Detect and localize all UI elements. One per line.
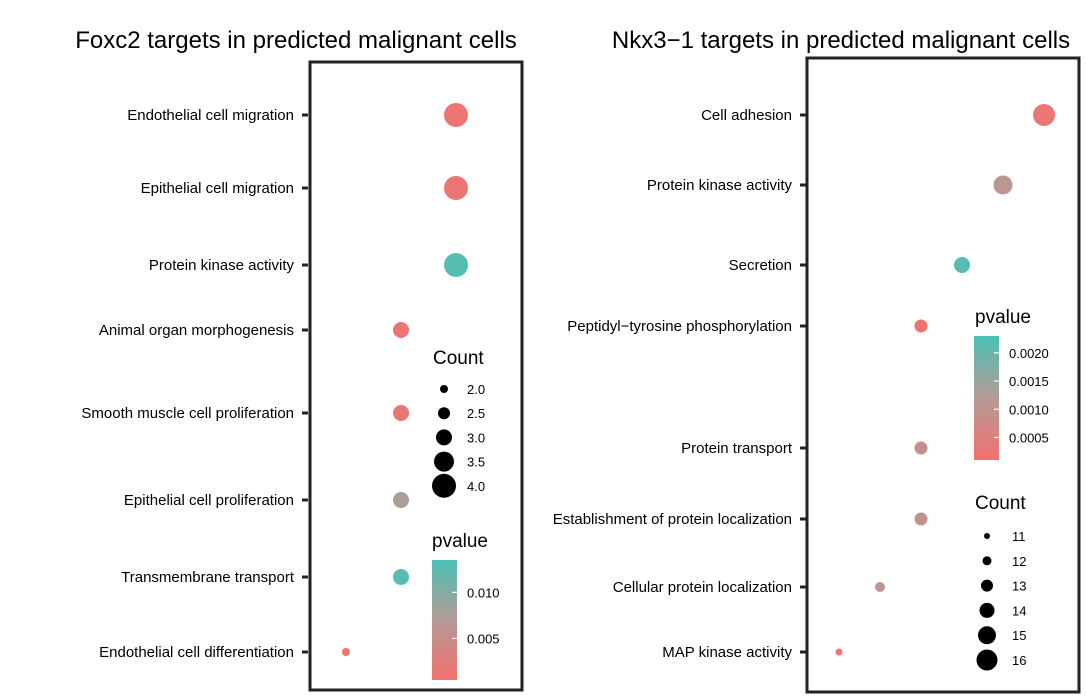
count-legend-dot — [979, 602, 995, 618]
term-label: Protein kinase activity — [647, 177, 793, 194]
count-legend-label: 3.5 — [467, 455, 485, 470]
y-axis-ticks — [800, 113, 806, 654]
pvalue-legend-label: 0.0010 — [1009, 402, 1049, 417]
data-point — [914, 512, 928, 526]
plot-frame — [805, 56, 1081, 694]
term-label: Cell adhesion — [701, 107, 792, 124]
count-legend-title: Count — [975, 493, 1026, 514]
data-point — [835, 648, 843, 656]
pvalue-legend: pvalue 0.0020 0.0015 0.0010 0.0005 — [974, 307, 1049, 460]
pvalue-legend: pvalue 0.010 0.005 — [432, 531, 500, 680]
data-point — [444, 253, 468, 277]
count-legend-dot — [982, 556, 992, 566]
term-label: Epithelial cell migration — [141, 180, 294, 197]
term-labels: Endothelial cell migration Epithelial cel… — [81, 107, 294, 661]
count-legend-dot — [976, 649, 998, 671]
chart-title: Foxc2 targets in predicted malignant cel… — [75, 27, 517, 54]
data-point — [993, 175, 1013, 195]
term-label: Smooth muscle cell proliferation — [81, 405, 294, 422]
term-label: Transmembrane transport — [121, 569, 295, 586]
pvalue-legend-title: pvalue — [432, 531, 488, 552]
pvalue-legend-label: 0.005 — [467, 631, 500, 646]
count-legend-label: 3.0 — [467, 430, 485, 445]
term-label: Protein kinase activity — [149, 257, 295, 274]
data-point — [914, 441, 928, 455]
count-legend-dot — [440, 385, 448, 393]
data-point — [444, 176, 468, 200]
count-legend-label: 13 — [1012, 579, 1026, 594]
data-point — [954, 257, 970, 273]
data-points — [342, 103, 468, 656]
term-label: Epithelial cell proliferation — [124, 492, 294, 509]
plot-frame — [308, 60, 524, 692]
count-legend-dot — [984, 533, 990, 539]
count-legend-label: 14 — [1012, 603, 1026, 618]
data-point — [444, 103, 468, 127]
term-label: MAP kinase activity — [662, 644, 792, 661]
count-legend-dot — [434, 451, 454, 472]
count-legend-dot — [438, 407, 450, 420]
pvalue-legend-label: 0.0020 — [1009, 346, 1049, 361]
term-label: Establishment of protein localization — [553, 511, 792, 528]
panel-foxc2: Foxc2 targets in predicted malignant cel… — [75, 27, 524, 692]
chart-title: Nkx3−1 targets in predicted malignant ce… — [612, 27, 1070, 54]
count-legend-dot — [978, 626, 996, 645]
data-point — [914, 319, 928, 333]
data-point — [393, 405, 409, 421]
data-point — [342, 648, 350, 656]
data-point — [393, 322, 409, 338]
count-legend-label: 16 — [1012, 653, 1026, 668]
count-legend-dot — [436, 429, 452, 446]
term-label: Animal organ morphogenesis — [99, 322, 294, 339]
pvalue-legend-label: 0.010 — [467, 585, 500, 600]
term-label: Secretion — [729, 257, 792, 274]
data-point — [1033, 104, 1055, 126]
data-point — [393, 492, 409, 508]
count-legend-title: Count — [433, 348, 484, 369]
count-legend-dot — [432, 473, 456, 498]
count-legend-label: 4.0 — [467, 479, 485, 494]
count-legend-label: 2.0 — [467, 382, 485, 397]
count-legend-dot — [981, 579, 993, 592]
pvalue-legend-label: 0.0015 — [1009, 374, 1049, 389]
count-legend-label: 15 — [1012, 628, 1026, 643]
count-legend: Count 11 12 13 14 15 16 — [975, 493, 1026, 671]
term-label: Peptidyl−tyrosine phosphorylation — [567, 318, 792, 335]
count-legend: Count 2.0 2.5 3.0 3.5 4.0 — [432, 348, 485, 498]
pvalue-colorbar — [974, 336, 999, 460]
count-legend-label: 12 — [1012, 554, 1026, 569]
panel-nkx3-1: Nkx3−1 targets in predicted malignant ce… — [553, 27, 1081, 694]
count-legend-label: 11 — [1012, 529, 1026, 544]
term-labels: Cell adhesion Protein kinase activity Secr… — [553, 107, 793, 661]
term-label: Cellular protein localization — [613, 579, 792, 596]
pvalue-legend-title: pvalue — [975, 307, 1031, 328]
data-point — [393, 569, 409, 585]
term-label: Protein transport — [681, 440, 793, 457]
pvalue-colorbar — [432, 560, 457, 680]
y-axis-ticks — [302, 113, 308, 654]
data-points — [835, 104, 1055, 656]
data-point — [875, 582, 885, 592]
term-label: Endothelial cell migration — [127, 107, 294, 124]
count-legend-label: 2.5 — [467, 406, 485, 421]
pvalue-legend-label: 0.0005 — [1009, 430, 1049, 445]
term-label: Endothelial cell differentiation — [99, 644, 294, 661]
